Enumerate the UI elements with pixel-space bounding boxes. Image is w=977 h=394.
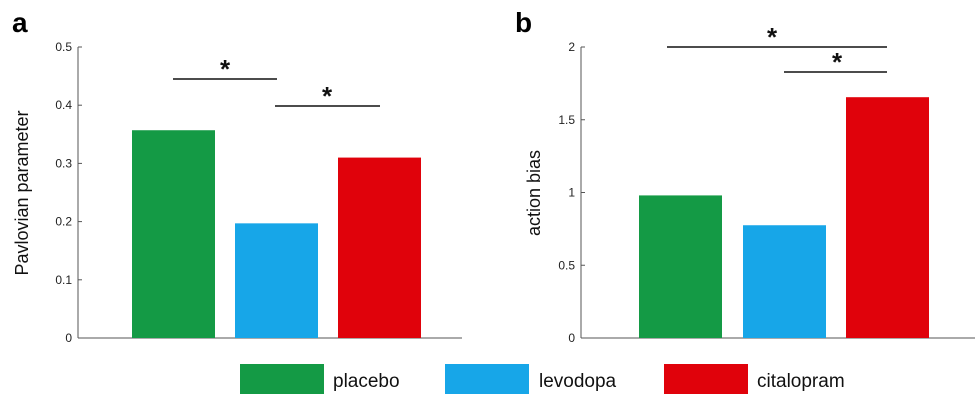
panel-a-ticks: 0 0.1 0.2 0.3 0.4 0.5 [55,40,82,345]
panel-a-ytick-label: 0.4 [55,98,72,112]
panel-a-ytick-label: 0 [65,331,72,345]
legend-label-citalopram: citalopram [757,371,845,392]
panel-b-letter: b [515,7,532,38]
legend-swatch-citalopram [664,364,748,394]
panel-b-sig-star-2: * [832,47,843,77]
panel-a-bars [132,130,421,338]
panel-a-bar-placebo [132,130,215,338]
panel-b-bar-citalopram [846,97,929,338]
panel-b: b action bias 0 0.5 1 1.5 2 * * [515,7,975,345]
panel-b-ytick-label: 0 [568,331,575,345]
legend-label-levodopa: levodopa [539,371,617,392]
panel-b-ytick-label: 0.5 [558,258,575,272]
panel-a-sig-star-1: * [220,54,231,84]
legend: placebo levodopa citalopram [240,364,845,394]
panel-b-ytick-label: 1.5 [558,113,575,127]
panel-b-sig-star-1: * [767,22,778,52]
panel-b-bar-placebo [639,195,722,338]
panel-a: a Pavlovian parameter 0 0.1 0.2 0.3 0.4 0.5 *… [12,7,462,345]
panel-a-sig-star-2: * [322,81,333,111]
panel-a-ytick-label: 0.3 [55,156,72,170]
panel-a-letter: a [12,7,28,38]
panel-b-ticks: 0 0.5 1 1.5 2 [558,40,585,345]
panel-a-bar-citalopram [338,157,421,338]
panel-b-bar-levodopa [743,225,826,338]
panel-b-ylabel: action bias [524,150,544,236]
panel-b-ytick-label: 2 [568,40,575,54]
panel-a-ytick-label: 0.2 [55,215,72,229]
panel-a-ylabel: Pavlovian parameter [12,110,32,275]
panel-b-ytick-label: 1 [568,186,575,200]
legend-label-placebo: placebo [333,371,400,392]
legend-swatch-placebo [240,364,324,394]
panel-a-bar-levodopa [235,223,318,338]
panel-b-bars [639,97,929,338]
panel-a-ytick-label: 0.1 [55,273,72,287]
panel-a-ytick-label: 0.5 [55,40,72,54]
legend-swatch-levodopa [445,364,529,394]
